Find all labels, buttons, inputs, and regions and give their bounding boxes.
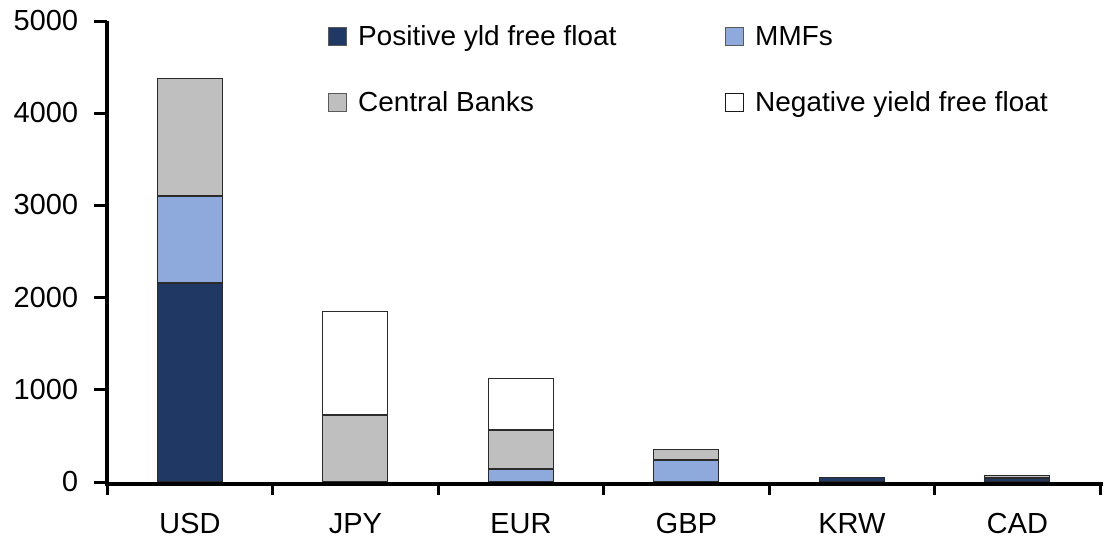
legend-item-central-banks: Central Banks: [328, 88, 534, 116]
y-axis-tick-label: 5000: [13, 5, 78, 37]
legend-label: MMFs: [755, 20, 833, 51]
y-axis-tick-label: 2000: [13, 281, 78, 314]
bar-segment-central-banks: [487, 430, 554, 470]
x-axis-label-cad: CAD: [986, 508, 1048, 540]
y-axis-tick: [94, 388, 107, 392]
x-axis-tick: [271, 482, 274, 495]
y-axis-tick: [94, 203, 107, 207]
bar-segment-mmfs: [156, 196, 223, 283]
x-axis-tick: [436, 482, 440, 495]
bar-segment-positive-yld-free-float: [818, 476, 885, 482]
legend-swatch-icon: [725, 92, 744, 112]
x-axis-tick: [1098, 482, 1102, 495]
y-axis-tick: [94, 111, 107, 115]
y-axis-tick: [94, 19, 107, 23]
x-axis-tick: [105, 482, 109, 495]
bar-segment-negative-yield-free-float: [322, 310, 389, 416]
x-axis-tick: [602, 482, 605, 495]
y-axis-tick: [94, 296, 107, 300]
y-axis-tick: [94, 480, 107, 484]
bar-segment-central-banks: [322, 415, 389, 482]
bar-segment-central-banks: [156, 78, 223, 197]
y-axis-tick-label: 4000: [13, 97, 78, 130]
y-axis-tick-label: 1000: [13, 373, 78, 406]
bar-segment-central-banks: [984, 475, 1051, 479]
y-axis-tick-label: 0: [61, 466, 78, 498]
bar-segment-central-banks: [653, 449, 720, 460]
legend-swatch-icon: [328, 92, 347, 112]
x-axis-label-gbp: GBP: [655, 508, 717, 540]
legend-swatch-icon: [328, 26, 347, 46]
legend-label: Negative yield free float: [755, 86, 1048, 117]
x-axis-label-eur: EUR: [490, 508, 552, 540]
legend-item-negative-yield-free-float: Negative yield free float: [725, 88, 1048, 116]
legend-swatch-icon: [725, 26, 744, 46]
bar-segment-mmfs: [653, 459, 720, 482]
bar-segment-positive-yld-free-float: [984, 478, 1051, 482]
y-axis-line: [105, 21, 109, 486]
bar-segment-mmfs: [487, 469, 554, 482]
legend-label: Central Banks: [358, 86, 534, 117]
bar-segment-positive-yld-free-float: [156, 282, 223, 482]
bar-segment-negative-yield-free-float: [487, 377, 554, 431]
y-axis-tick-label: 3000: [13, 189, 78, 222]
legend-item-mmfs: MMFs: [725, 22, 833, 50]
x-axis-tick: [933, 482, 936, 495]
legend-label: Positive yld free float: [358, 20, 617, 51]
x-axis-label-jpy: JPY: [328, 508, 382, 540]
legend-item-positive-yld-free-float: Positive yld free float: [328, 22, 616, 50]
x-axis-label-krw: KRW: [818, 508, 886, 540]
x-axis-label-usd: USD: [159, 508, 221, 540]
x-axis-tick: [767, 482, 771, 495]
